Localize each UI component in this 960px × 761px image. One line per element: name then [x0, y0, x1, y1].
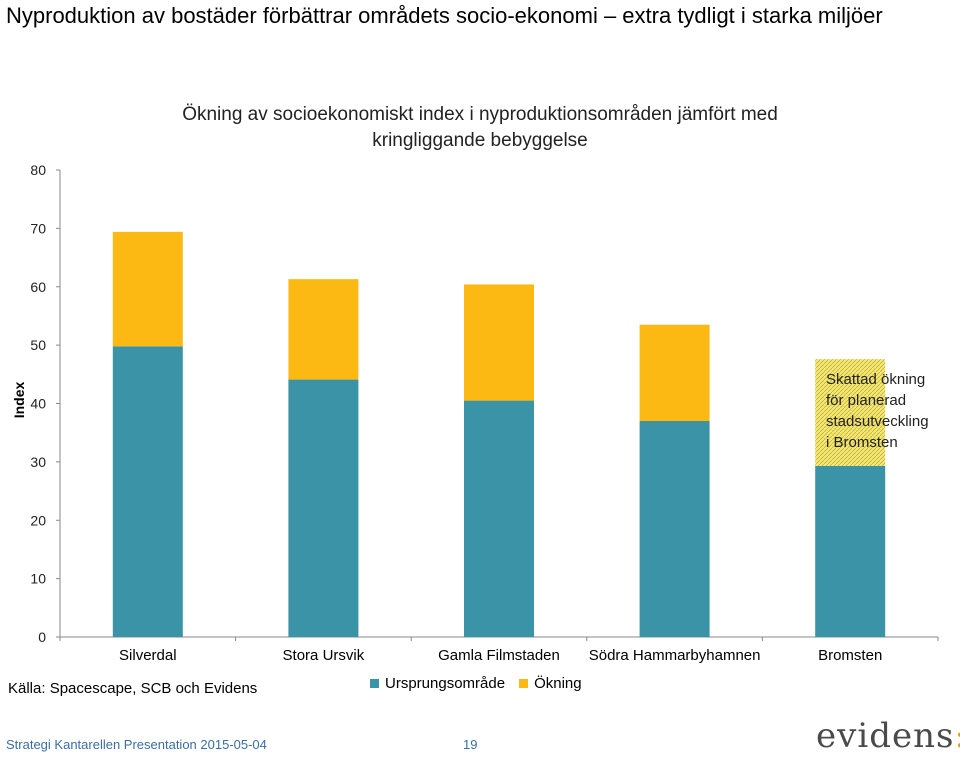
bar-increase-segment [112, 231, 183, 347]
legend-swatch-increase [519, 679, 529, 688]
y-tick-label: 30 [30, 454, 46, 470]
bar-base-segment [815, 465, 886, 637]
legend-swatch-base [370, 679, 379, 688]
footer-text: Strategi Kantarellen Presentation 2015-0… [6, 737, 267, 752]
y-tick-label: 60 [30, 279, 46, 295]
annotation-line: i Bromsten [826, 434, 898, 451]
annotation-line: Skattad ökning [826, 371, 926, 388]
logo-text: evidens [816, 716, 955, 756]
legend-item-base: Ursprungsområde [370, 675, 505, 692]
stacked-bar-chart: 0 10 20 30 40 50 60 70 80 Silverdal Stora Ursvik Ga… [11, 162, 939, 664]
bar-increase-segment [639, 324, 710, 422]
bar-increase-segment [288, 279, 359, 380]
x-tick-label: Silverdal [119, 647, 177, 664]
bar-base-segment [639, 421, 710, 637]
x-tick-label: Södra Hammarbyhamnen [589, 647, 761, 664]
logo-mark: : [954, 716, 960, 756]
bar-base-segment [112, 346, 183, 637]
y-tick-label: 80 [30, 162, 46, 178]
bar-increase-segment [464, 284, 534, 401]
y-tick-label: 40 [30, 396, 46, 412]
x-tick-label: Stora Ursvik [283, 647, 365, 664]
bromsten-annotation: Skattad ökning för planerad stadsutveckl… [826, 369, 929, 453]
source-note: Källa: Spacescape, SCB och Evidens [8, 680, 258, 697]
bar-base-segment [464, 400, 534, 637]
y-tick-label: 50 [30, 337, 46, 353]
evidens-logo: evidens: [816, 716, 960, 756]
legend: Ursprungsområde Ökning [370, 675, 582, 692]
legend-item-increase: Ökning [519, 675, 582, 692]
page-number: 19 [463, 737, 478, 752]
y-tick-label: 10 [30, 571, 46, 587]
x-tick-label: Gamla Filmstaden [438, 647, 560, 664]
bar-base-segment [288, 379, 359, 637]
bar-increase-segment [815, 359, 886, 466]
annotation-line: för planerad [826, 392, 907, 409]
legend-label-base: Ursprungsområde [385, 675, 506, 692]
y-tick-label: 20 [30, 512, 46, 528]
y-axis-label: Index [11, 382, 27, 419]
slide-title: Nyproduktion av bostäder förbättrar områ… [6, 3, 883, 28]
x-tick-label: Bromsten [818, 647, 882, 664]
legend-label-increase: Ökning [534, 675, 582, 692]
y-tick-label: 70 [30, 220, 46, 236]
annotation-line: stadsutveckling [826, 413, 929, 430]
y-tick-label: 0 [38, 629, 46, 645]
chart-title: Ökning av socioekonomiskt index i nyprod… [182, 104, 778, 151]
